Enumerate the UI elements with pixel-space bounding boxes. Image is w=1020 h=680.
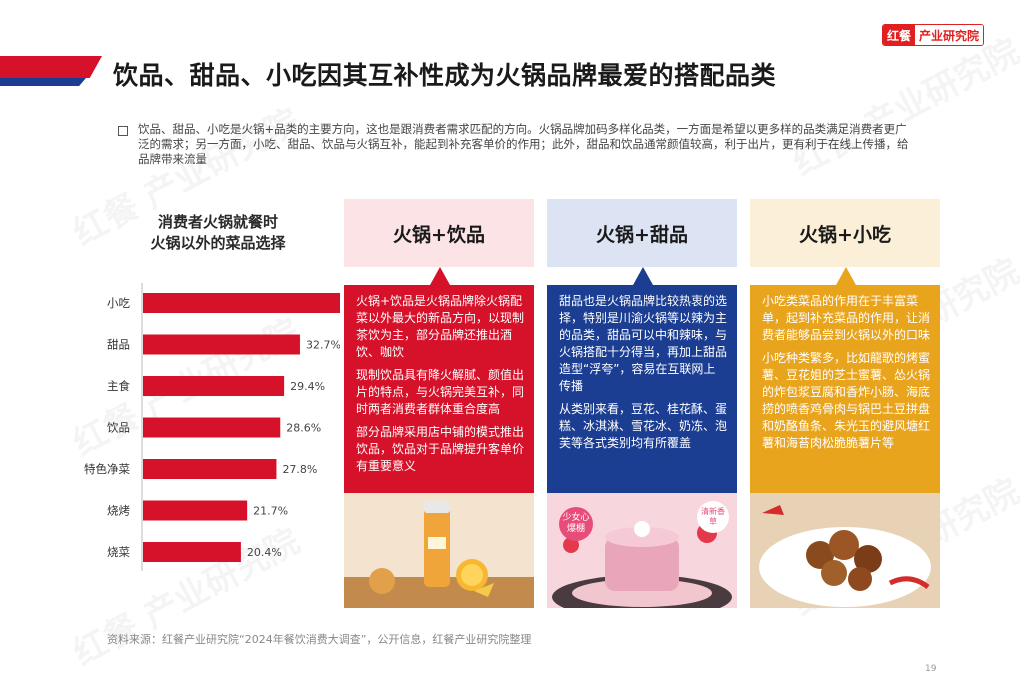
bar: [143, 334, 300, 355]
bar: [143, 293, 340, 313]
value-label: 32.7%: [306, 339, 340, 352]
category-label: 甜品: [107, 338, 130, 352]
bar: [143, 542, 241, 562]
card-paragraph: 火锅+饮品是火锅品牌除火锅配菜以外最大的新品方向，以现制茶饮为主，部分品牌还推出…: [356, 294, 525, 359]
badge-girly: 少女心爆棚: [559, 507, 593, 541]
brand-logo: 红餐 产业研究院: [882, 24, 985, 46]
card-desserts-title: 火锅+甜品: [547, 199, 737, 267]
card-notch: [836, 267, 856, 285]
title-accent-blue: [0, 78, 86, 86]
title-accent-red: [0, 56, 102, 78]
card-drinks-title: 火锅+饮品: [344, 199, 534, 267]
card-drinks: 火锅+饮品 火锅+饮品是火锅品牌除火锅配菜以外最大的新品方向，以现制茶饮为主，部…: [344, 199, 534, 608]
value-label: 28.6%: [286, 422, 321, 435]
snack-photo: [750, 490, 940, 608]
category-label: 主食: [107, 379, 130, 393]
card-snacks-title: 火锅+小吃: [750, 199, 940, 267]
bar: [143, 417, 281, 438]
bar: [143, 500, 248, 521]
card-paragraph: 小吃种类繁多，比如龍歌的烤蜜薯、豆花姐的芝士蜜薯、怂火锅的炸包浆豆腐和香炸小肠、…: [762, 351, 931, 450]
bar: [143, 459, 277, 479]
value-label: 29.4%: [290, 380, 325, 393]
page-title: 饮品、甜品、小吃因其互补性成为火锅品牌最爱的搭配品类: [113, 61, 777, 90]
card-paragraph: 现制饮品具有降火解腻、颜值出片的特点，与火锅完美互补，同时两者消费者群体重合度高: [356, 368, 525, 416]
value-label: 20.4%: [247, 546, 282, 559]
value-label: 21.7%: [253, 505, 288, 518]
source-note: 资料来源：红餐产业研究院“2024年餐饮消费大调查”，公开信息，红餐产业研究院整…: [107, 633, 532, 646]
card-paragraph: 部分品牌采用店中铺的模式推出饮品，饮品对于品牌提升客单价有重要意义: [356, 425, 525, 473]
bullet-square-icon: [118, 126, 128, 136]
category-label: 烧烤: [107, 504, 130, 518]
bar: [143, 376, 285, 396]
chart-title: 消费者火锅就餐时 火锅以外的菜品选择: [118, 212, 318, 254]
value-label: 27.8%: [282, 463, 317, 476]
category-label: 饮品: [107, 421, 130, 435]
card-notch: [430, 267, 450, 285]
bar-chart: 小吃41.7%甜品32.7%主食29.4%饮品28.6%特色净菜27.8%烧烤2…: [84, 283, 340, 571]
card-desserts: 火锅+甜品 甜品也是火锅品牌比较热衷的选择，特别是川渝火锅等以辣为主的品类，甜品…: [547, 199, 737, 608]
badge-vanilla: 清新香草: [697, 501, 729, 533]
title-accent-band: [0, 56, 102, 86]
card-snacks: 火锅+小吃 小吃类菜品的作用在于丰富菜单，起到补充菜品的作用，让消费者能够品尝到…: [750, 199, 940, 608]
logo-sub: 产业研究院: [915, 25, 984, 45]
logo-brand: 红餐: [883, 25, 916, 45]
chart-title-line-1: 消费者火锅就餐时: [157, 213, 278, 231]
category-label: 特色净菜: [84, 462, 130, 476]
category-label: 烧菜: [107, 545, 130, 559]
card-paragraph: 小吃类菜品的作用在于丰富菜单，起到补充菜品的作用，让消费者能够品尝到火锅以外的口…: [762, 294, 931, 342]
intro-bullet: 饮品、甜品、小吃是火锅+品类的主要方向，这也是跟消费者需求匹配的方向。火锅品牌加…: [118, 122, 910, 167]
intro-text: 饮品、甜品、小吃是火锅+品类的主要方向，这也是跟消费者需求匹配的方向。火锅品牌加…: [138, 122, 909, 166]
card-notch: [633, 267, 653, 285]
card-paragraph: 从类别来看，豆花、桂花酥、蛋糕、冰淇淋、雪花冰、奶冻、泡芙等各式类别均有所覆盖: [559, 402, 728, 450]
category-label: 小吃: [107, 296, 130, 310]
dessert-photo: 少女心爆棚 清新香草: [547, 490, 737, 608]
chart-title-line-2: 火锅以外的菜品选择: [150, 234, 286, 252]
page-number: 19: [925, 664, 937, 674]
card-drinks-body: 火锅+饮品是火锅品牌除火锅配菜以外最大的新品方向，以现制茶饮为主，部分品牌还推出…: [344, 285, 534, 608]
drink-photo: [344, 490, 534, 608]
card-paragraph: 甜品也是火锅品牌比较热衷的选择，特别是川渝火锅等以辣为主的品类，甜品可以中和辣味…: [559, 294, 728, 393]
